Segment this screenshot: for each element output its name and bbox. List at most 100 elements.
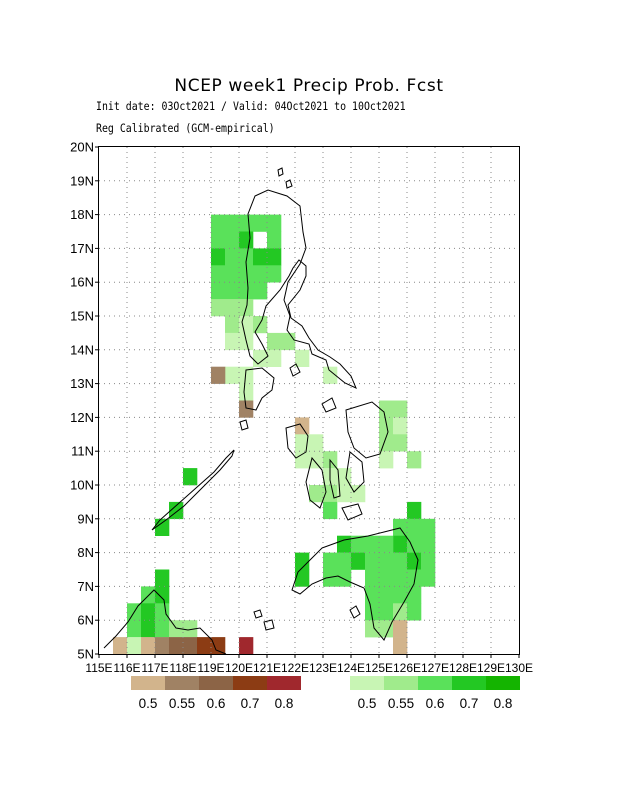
coastline-panay (285, 423, 309, 459)
prob-cell-wet-52 (323, 501, 338, 520)
prob-cell-wet-86 (393, 569, 408, 587)
prob-cell-wet-35 (225, 366, 240, 384)
legend-wet-swatch-3 (452, 676, 486, 690)
prob-cell-wet-53 (337, 485, 352, 503)
lat-label-14N: 14N (70, 342, 94, 357)
legend-dry-swatch-2 (199, 676, 233, 690)
prob-cell-wet-50 (309, 485, 324, 503)
legend-wet-swatch-2 (418, 676, 452, 690)
map-frame (98, 146, 520, 655)
coastline-islet-sulu (253, 609, 263, 619)
lon-label-127E: 127E (421, 661, 449, 675)
prob-cell-dry-124 (211, 637, 226, 655)
prob-cell-wet-37 (239, 383, 254, 401)
lat-label-12N: 12N (70, 410, 94, 425)
lat-label-5N: 5N (77, 647, 94, 662)
prob-cell-wet-15 (267, 214, 282, 232)
legend-dry-label-0: 0.5 (139, 696, 158, 711)
prob-cell-wet-16 (267, 231, 282, 249)
prob-cell-wet-109 (155, 569, 170, 587)
prob-cell-wet-88 (421, 569, 436, 587)
prob-cell-wet-62 (379, 451, 394, 469)
lon-tick-labels: 115E 116E 117E 118E 119E 120E 121E 122E 123E 124E… (85, 654, 533, 675)
legend-wet-label-3: 0.7 (460, 696, 479, 711)
prob-cell-wet-74 (337, 552, 352, 570)
prob-cell-wet-11 (239, 265, 254, 283)
prob-cell-wet-91 (393, 586, 408, 604)
prob-cell-wet-45 (309, 434, 324, 452)
legend-dry: 0.5 0.55 0.6 0.7 0.8 (131, 676, 301, 711)
legend-wet-swatch-4 (486, 676, 520, 690)
subtitle-dates: Init date: 03Oct2021 / Valid: 04Oct2021 … (96, 99, 406, 113)
prob-cell-wet-41 (323, 366, 338, 384)
prob-cell-wet-83 (337, 569, 352, 587)
coastline-leyte (345, 451, 365, 493)
map-title: NCEP week1 Precip Prob. Fcst (174, 76, 444, 96)
prob-cell-wet-17 (267, 248, 282, 266)
prob-cell-wet-103 (183, 468, 198, 486)
lon-label-115E: 115E (85, 661, 112, 675)
coastline-cebu (329, 458, 341, 499)
prob-cell-wet-3 (211, 265, 226, 283)
lat-label-10N: 10N (70, 478, 94, 493)
lon-label-116E: 116E (113, 661, 140, 675)
coastline-islet-babuyan (285, 179, 293, 189)
prob-cell-wet-80 (421, 552, 436, 570)
lon-label-124E: 124E (337, 661, 365, 675)
prob-cell-wet-23 (211, 299, 226, 317)
prob-cell-wet-114 (155, 620, 170, 638)
coastline-islet-siquijor (349, 605, 361, 619)
coastline-islet-batanes (277, 167, 284, 177)
prob-cell-dry-120 (155, 637, 170, 655)
prob-cell-wet-111 (155, 603, 170, 621)
prob-cell-wet-54 (351, 485, 366, 503)
legend-dry-label-1: 0.55 (169, 696, 195, 711)
prob-cell-wet-58 (393, 417, 408, 435)
legend-dry-label-3: 0.7 (241, 696, 260, 711)
prob-cell-wet-95 (393, 603, 408, 621)
prob-cell-wet-18 (267, 265, 282, 283)
prob-cell-wet-82 (323, 569, 338, 587)
prob-cell-wet-76 (365, 552, 380, 570)
lat-label-20N: 20N (70, 140, 94, 155)
lat-label-15N: 15N (70, 309, 94, 324)
coastline-borneo (103, 589, 227, 655)
prob-cell-wet-75 (351, 552, 366, 570)
lat-label-13N: 13N (70, 376, 94, 391)
prob-cell-dry-125 (239, 637, 254, 655)
prob-cell-wet-65 (393, 535, 408, 553)
lon-label-125E: 125E (365, 661, 393, 675)
prob-cell-dry-39 (239, 400, 254, 418)
prob-cell-wet-25 (225, 316, 240, 334)
coastline-negros (305, 456, 327, 509)
prob-cell-wet-64 (393, 518, 408, 536)
coastline-mindoro (243, 367, 275, 411)
prob-cell-wet-5 (225, 231, 240, 249)
prob-cell-wet-110 (141, 603, 156, 621)
prob-cell-dry-99 (393, 620, 408, 638)
coastline-islet-jolo (263, 619, 275, 631)
prob-cell-wet-78 (393, 552, 408, 570)
lat-label-6N: 6N (77, 613, 94, 628)
legend-wet: 0.5 0.55 0.6 0.7 0.8 (350, 676, 520, 711)
lat-label-7N: 7N (77, 579, 94, 594)
prob-cell-wet-40 (295, 349, 310, 367)
prob-cell-wet-87 (407, 569, 422, 587)
prob-cell-wet-116 (183, 620, 198, 638)
lon-label-120E: 120E (225, 661, 253, 675)
legend-dry-swatch-4 (267, 676, 301, 690)
prob-cell-wet-4 (225, 214, 240, 232)
prob-cell-wet-77 (379, 552, 394, 570)
coastline-bohol (341, 503, 363, 521)
legend-wet-label-1: 0.55 (388, 696, 414, 711)
prob-cell-dry-119 (141, 637, 156, 655)
prob-cell-wet-70 (407, 535, 422, 553)
lon-label-123E: 123E (309, 661, 337, 675)
prob-cell-wet-69 (379, 535, 394, 553)
prob-cell-wet-14 (253, 265, 268, 283)
subtitle-method: Reg Calibrated (GCM-empirical) (96, 121, 275, 135)
lon-label-130E: 130E (505, 661, 533, 675)
prob-cell-wet-96 (407, 603, 422, 621)
lat-label-16N: 16N (70, 275, 94, 290)
prob-cell-wet-67 (421, 518, 436, 536)
